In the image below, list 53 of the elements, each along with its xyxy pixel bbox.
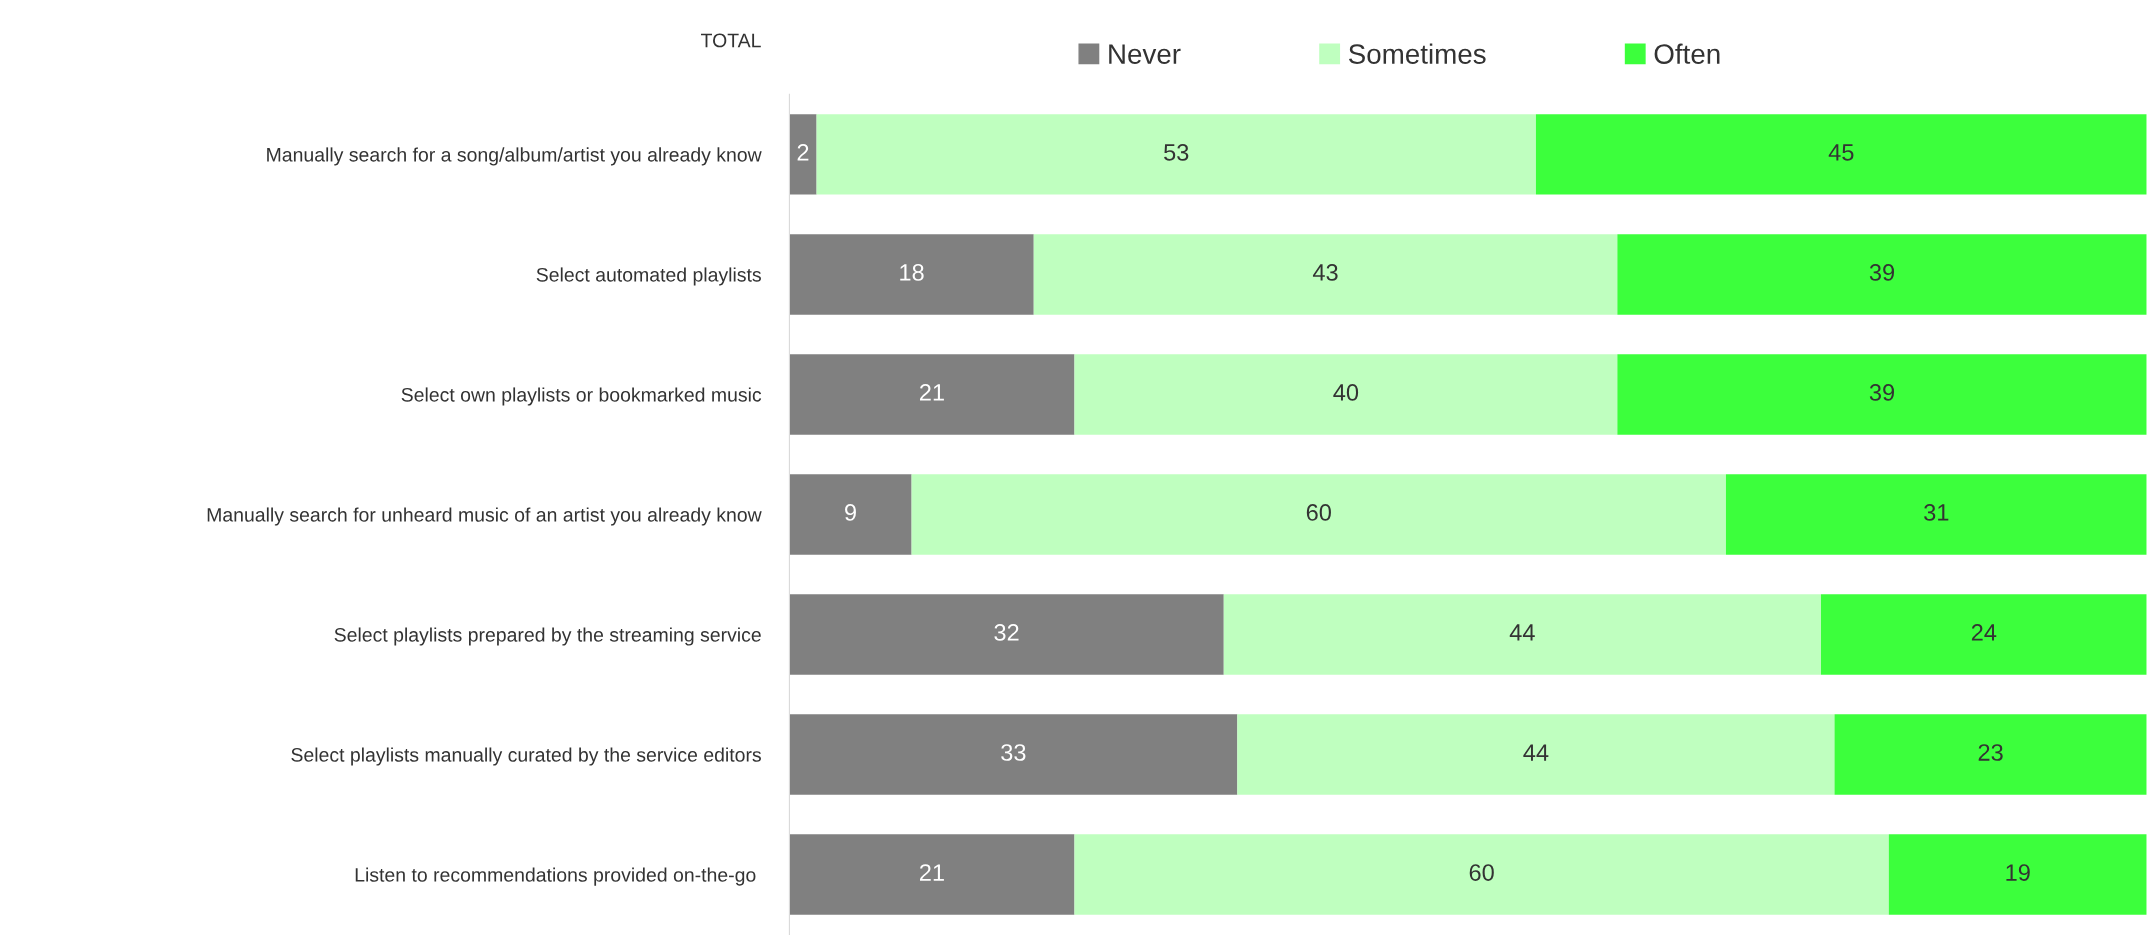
bar bbox=[789, 114, 817, 195]
data-label: 18 bbox=[900, 264, 924, 281]
bar bbox=[1223, 594, 1821, 675]
bar bbox=[789, 594, 1224, 675]
bar bbox=[1617, 354, 2147, 435]
bar bbox=[789, 234, 1034, 315]
data-label: 39 bbox=[1869, 384, 1895, 401]
data-label: 44 bbox=[1523, 744, 1549, 761]
data-label: 23 bbox=[1978, 744, 2003, 761]
y-tick-label: Listen to recommendations provided on-the-go bbox=[355, 867, 756, 886]
y-tick-label: Select playlists manually curated by the service editors bbox=[291, 747, 761, 766]
bar bbox=[1888, 834, 2147, 915]
data-label: 60 bbox=[1306, 504, 1331, 521]
y-tick-label: Select automated playlists bbox=[536, 267, 761, 286]
data-label: 44 bbox=[1509, 624, 1535, 641]
bar bbox=[1725, 474, 2147, 555]
bar bbox=[1237, 714, 1835, 795]
text: TOTAL bbox=[701, 33, 761, 48]
data-label: 21 bbox=[919, 864, 944, 881]
bar bbox=[911, 474, 1726, 555]
data-label: 40 bbox=[1333, 384, 1359, 401]
bar bbox=[1074, 354, 1618, 435]
data-label: 2 bbox=[797, 144, 809, 161]
data-label: 43 bbox=[1312, 264, 1338, 281]
bar bbox=[1074, 834, 1889, 915]
data-label: 21 bbox=[919, 384, 944, 401]
bar bbox=[1033, 234, 1618, 315]
y-tick-label: Select own playlists or bookmarked music bbox=[401, 387, 762, 406]
legend-label: Never bbox=[1109, 44, 1181, 64]
bar bbox=[1820, 594, 2147, 675]
data-label: 39 bbox=[1869, 264, 1895, 281]
bar bbox=[789, 474, 912, 555]
data-label: 45 bbox=[1828, 144, 1854, 161]
bar bbox=[789, 834, 1075, 915]
bar bbox=[1834, 714, 2147, 795]
bar bbox=[789, 354, 1075, 435]
y-tick-label: Manually search for unheard music of an artist you already know bbox=[207, 507, 762, 526]
bar bbox=[1617, 234, 2147, 315]
legend-label: Sometimes bbox=[1348, 43, 1486, 64]
data-label: 24 bbox=[1971, 624, 1997, 641]
data-label: 19 bbox=[2006, 864, 2030, 881]
data-label: 33 bbox=[1001, 744, 1026, 761]
bar bbox=[1535, 114, 2147, 195]
y-tick-label: Manually search for a song/album/artist you already know bbox=[267, 147, 762, 166]
data-label: 53 bbox=[1164, 144, 1189, 161]
data-label: 32 bbox=[994, 624, 1019, 641]
bar bbox=[789, 714, 1238, 795]
data-label: 9 bbox=[845, 504, 856, 521]
bar bbox=[816, 114, 1536, 195]
y-tick-label: Select playlists prepared by the streaming service bbox=[334, 627, 761, 646]
legend-label: Often bbox=[1654, 43, 1720, 64]
data-label: 31 bbox=[1924, 504, 1949, 521]
data-label: 60 bbox=[1469, 864, 1494, 881]
